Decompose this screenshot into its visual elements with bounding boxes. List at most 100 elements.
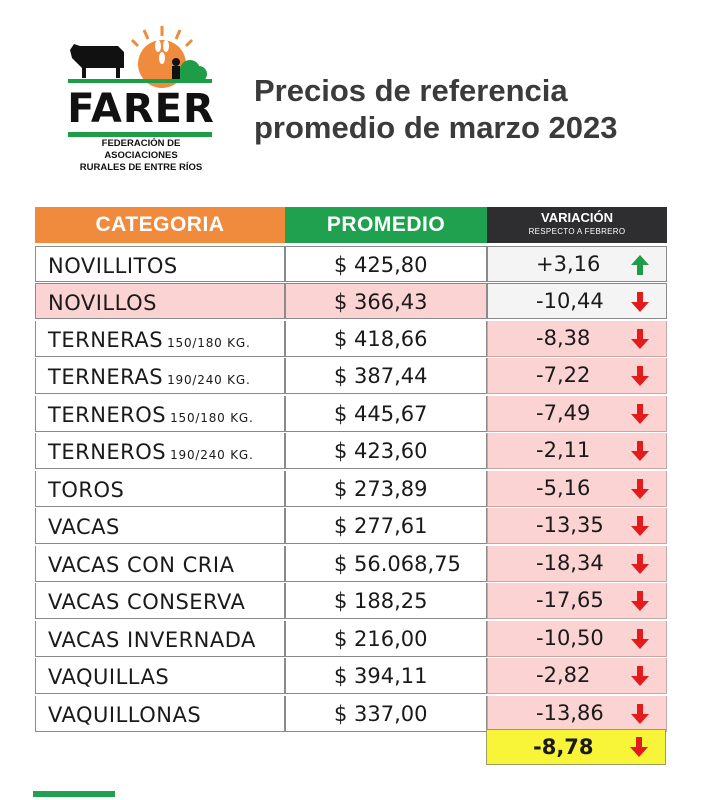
- page-title-line2: promedio de marzo 2023: [254, 110, 618, 145]
- average-price-cell: $ 445,67: [285, 396, 487, 432]
- arrow-down-icon: [631, 292, 649, 312]
- category-label: VACAS CONSERVA: [48, 590, 246, 614]
- variation-cell: -7,49: [487, 396, 667, 432]
- average-price-cell: $ 418,66: [285, 321, 487, 357]
- table-row: VACAS INVERNADA $ 216,00 -10,50: [35, 621, 667, 657]
- variation-value: -18,34: [536, 551, 604, 575]
- arrow-down-icon: [631, 441, 649, 461]
- category-label: TERNERAS: [48, 328, 164, 352]
- header-promedio: PROMEDIO: [285, 207, 487, 243]
- variation-value: -13,86: [536, 701, 604, 725]
- average-price-cell: $ 216,00: [285, 621, 487, 657]
- category-cell: TOROS: [35, 471, 285, 507]
- average-price-cell: $ 387,44: [285, 358, 487, 394]
- average-price-cell: $ 56.068,75: [285, 546, 487, 582]
- arrow-down-icon: [631, 554, 649, 574]
- category-label: VAQUILLAS: [48, 665, 170, 689]
- category-cell: TERNERAS 150/180 KG.: [35, 321, 285, 357]
- variation-cell: -2,11: [487, 433, 667, 469]
- arrow-down-icon: [631, 404, 649, 424]
- arrow-down-icon: [631, 516, 649, 536]
- category-cell: VACAS INVERNADA: [35, 621, 285, 657]
- logo-subtitle-line1: FEDERACIÓN DE ASOCIACIONES: [101, 138, 181, 161]
- category-cell: TERNERAS 190/240 KG.: [35, 358, 285, 394]
- header-variacion: VARIACIÓN RESPECTO A FEBRERO: [487, 207, 667, 243]
- category-label: NOVILLOS: [48, 291, 157, 315]
- category-label: VAQUILLONAS: [48, 703, 202, 727]
- category-cell: TERNEROS 150/180 KG.: [35, 396, 285, 432]
- category-cell: NOVILLOS: [35, 283, 285, 319]
- average-price-cell: $ 394,11: [285, 658, 487, 694]
- arrow-down-icon: [631, 704, 649, 724]
- category-label: TERNERAS: [48, 365, 164, 389]
- category-label: TERNEROS: [48, 440, 167, 464]
- table-row: VACAS $ 277,61 -13,35: [35, 508, 667, 544]
- table-row: NOVILLOS $ 366,43 -10,44: [35, 283, 667, 319]
- variation-value: -8,38: [536, 326, 591, 350]
- variation-value: -2,82: [536, 663, 591, 687]
- logo-emblem-icon: [68, 26, 212, 88]
- arrow-up-icon: [631, 255, 649, 275]
- farer-logo: FARER FEDERACIÓN DE ASOCIACIONES RURALES…: [66, 24, 216, 174]
- total-variation-cell: -8,78: [486, 729, 666, 765]
- category-label: TERNEROS: [48, 403, 167, 427]
- category-cell: VACAS CON CRIA: [35, 546, 285, 582]
- logo-underline: [68, 132, 212, 137]
- header-variacion-subtitle: RESPECTO A FEBRERO: [528, 227, 626, 236]
- arrow-down-icon: [631, 666, 649, 686]
- category-cell: VAQUILLAS: [35, 658, 285, 694]
- average-price-cell: $ 273,89: [285, 471, 487, 507]
- category-label: VACAS CON CRIA: [48, 553, 235, 577]
- table-row: TERNEROS 190/240 KG. $ 423,60 -2,11: [35, 433, 667, 469]
- variation-cell: -2,82: [487, 658, 667, 694]
- footer-accent-bar: [33, 791, 115, 797]
- average-price-cell: $ 423,60: [285, 433, 487, 469]
- arrow-down-icon: [631, 479, 649, 499]
- average-price-cell: $ 188,25: [285, 583, 487, 619]
- variation-value: -13,35: [536, 513, 604, 537]
- average-price-cell: $ 277,61: [285, 508, 487, 544]
- table-row: VACAS CONSERVA $ 188,25 -17,65: [35, 583, 667, 619]
- logo-subtitle-line2: RURALES DE ENTRE RÍOS: [79, 162, 203, 173]
- header-categoria: CATEGORIA: [35, 207, 285, 243]
- category-cell: VACAS: [35, 508, 285, 544]
- category-weight-label: 150/180 KG.: [170, 411, 254, 425]
- table-row: VACAS CON CRIA $ 56.068,75 -18,34: [35, 546, 667, 582]
- variation-value: -17,65: [536, 588, 604, 612]
- average-price-cell: $ 425,80: [285, 246, 487, 282]
- category-weight-label: 150/180 KG.: [167, 336, 251, 350]
- table-row: VAQUILLAS $ 394,11 -2,82: [35, 658, 667, 694]
- logo-subtitle: FEDERACIÓN DE ASOCIACIONES RURALES DE EN…: [66, 138, 216, 174]
- category-label: VACAS INVERNADA: [48, 628, 256, 652]
- table-row: NOVILLITOS $ 425,80 +3,16: [35, 246, 667, 282]
- variation-cell: -10,50: [487, 621, 667, 657]
- variation-cell: -7,22: [487, 358, 667, 394]
- variation-cell: -10,44: [487, 283, 667, 319]
- category-label: NOVILLITOS: [48, 254, 178, 278]
- variation-cell: -18,34: [487, 546, 667, 582]
- variation-value: -2,11: [536, 438, 591, 462]
- table-row: TERNERAS 190/240 KG. $ 387,44 -7,22: [35, 358, 667, 394]
- table-row: VAQUILLONAS $ 337,00 -13,86: [35, 696, 667, 732]
- arrow-down-icon: [631, 591, 649, 611]
- variation-value: +3,16: [536, 252, 601, 276]
- variation-cell: +3,16: [487, 246, 667, 282]
- variation-cell: -5,16: [487, 471, 667, 507]
- total-variation-value: -8,78: [533, 735, 594, 759]
- category-weight-label: 190/240 KG.: [167, 373, 251, 387]
- category-weight-label: 190/240 KG.: [170, 448, 254, 462]
- variation-cell: -17,65: [487, 583, 667, 619]
- category-cell: VAQUILLONAS: [35, 696, 285, 732]
- variation-value: -10,44: [536, 289, 604, 313]
- variation-value: -5,16: [536, 476, 591, 500]
- average-price-cell: $ 366,43: [285, 283, 487, 319]
- arrow-down-icon: [631, 329, 649, 349]
- variation-cell: -13,86: [487, 696, 667, 732]
- variation-value: -10,50: [536, 626, 604, 650]
- header-variacion-title: VARIACIÓN: [541, 210, 613, 225]
- category-cell: TERNEROS 190/240 KG.: [35, 433, 285, 469]
- logo-wordmark: FARER: [67, 86, 215, 132]
- variation-value: -7,22: [536, 363, 591, 387]
- category-cell: VACAS CONSERVA: [35, 583, 285, 619]
- arrow-down-icon: [630, 737, 648, 757]
